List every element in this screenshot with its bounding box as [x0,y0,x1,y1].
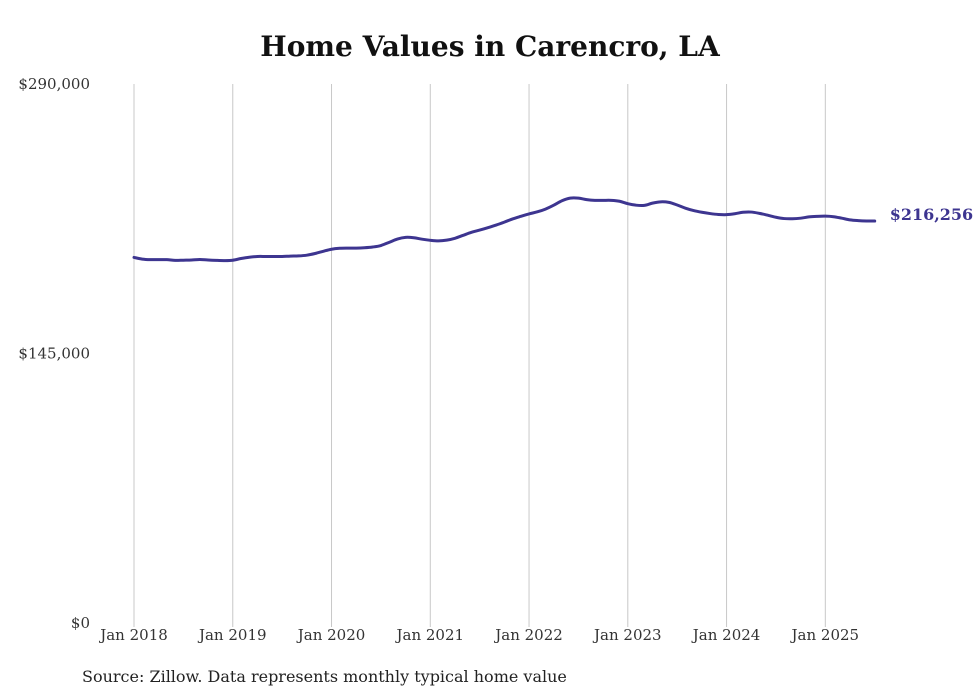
chart-title: Home Values in Carencro, LA [260,30,720,63]
x-tick-label: Jan 2019 [197,626,267,644]
x-tick-label: Jan 2021 [394,626,464,644]
x-tick-label: Jan 2020 [296,626,366,644]
end-value-label: $216,256 [890,205,974,224]
x-tick-label: Jan 2022 [493,626,563,644]
x-tick-label: Jan 2024 [691,626,761,644]
series [132,196,877,263]
x-tick-labels: Jan 2018 Jan 2019 Jan 2020 Jan 2021 Jan 2022… [98,626,859,644]
x-tick-label: Jan 2025 [790,626,860,644]
end-label-group: $216,256 [890,205,974,224]
series-line [132,196,877,263]
x-tick-label: Jan 2018 [98,626,168,644]
grid-lines [133,84,826,627]
x-tick-label: Jan 2023 [592,626,662,644]
y-tick-labels: $0 $145,000 $290,000 [18,75,90,632]
y-tick-label: $145,000 [18,345,90,363]
y-tick-label: $290,000 [18,75,90,93]
source-note: Source: Zillow. Data represents monthly … [82,667,567,686]
y-tick-label: $0 [71,614,90,632]
